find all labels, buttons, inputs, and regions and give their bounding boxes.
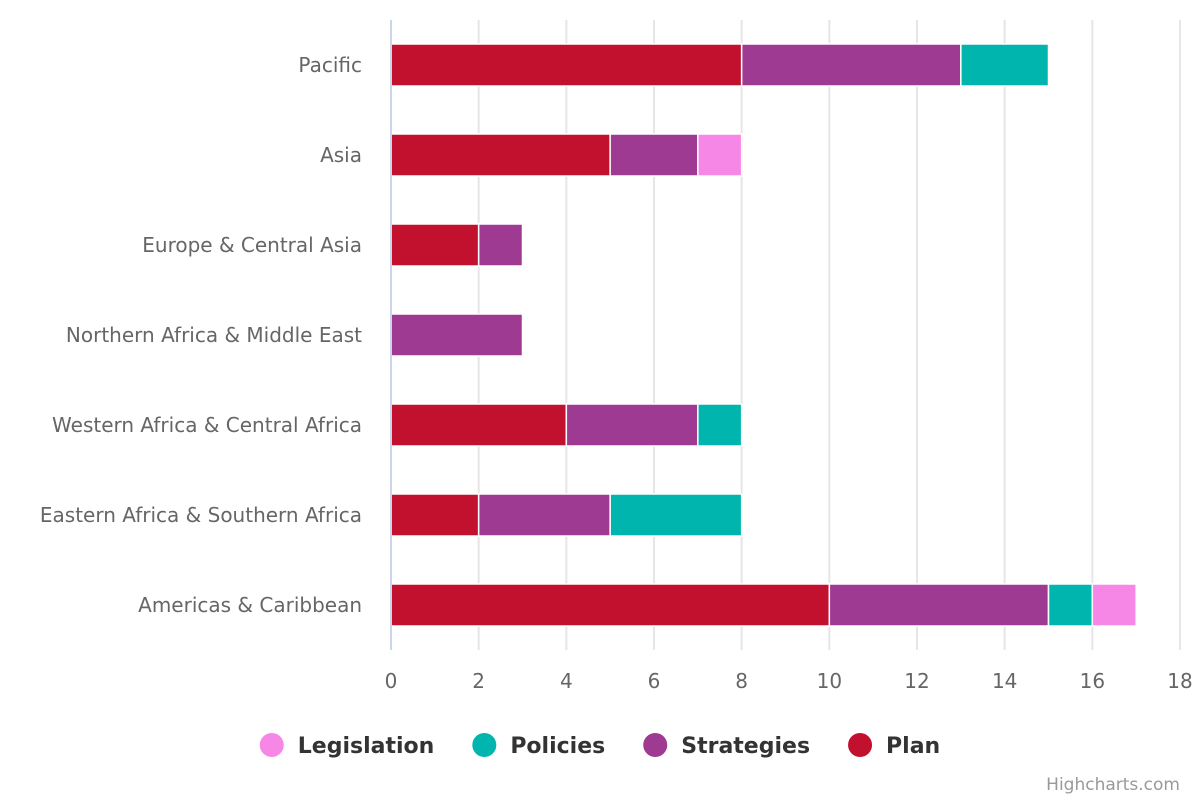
bar-europe-and-central-asia-strategies[interactable] [477,223,524,267]
legend-marker-policies [472,733,497,757]
bar-eastern-africa-and-southern-africa-strategies[interactable] [477,493,611,537]
legend-marker-strategies [643,733,668,757]
legend-label-strategies: Strategies [681,734,810,759]
category-label-asia: Asia [320,143,362,167]
category-label-western-africa-and-central-africa: Western Africa & Central Africa [52,413,362,437]
legend-label-plan: Plan [886,734,940,759]
category-label-pacific: Pacific [298,53,362,77]
bar-americas-and-caribbean-policies[interactable] [1047,583,1094,627]
legend-item-policies[interactable]: Policies [472,733,605,759]
legend-item-plan[interactable]: Plan [848,733,940,759]
bar-americas-and-caribbean-plan[interactable] [390,583,831,627]
x-tick-label-6: 6 [648,669,661,693]
x-tick-label-8: 8 [735,669,748,693]
bar-pacific-strategies[interactable] [740,43,962,87]
x-tick-label-16: 16 [1080,669,1105,693]
x-tick-label-10: 10 [817,669,842,693]
bar-europe-and-central-asia-plan[interactable] [390,223,480,267]
bar-western-africa-and-central-africa-policies[interactable] [697,403,743,447]
credit-link[interactable]: Highcharts.com [1046,775,1180,795]
category-label-northern-africa-and-middle-east: Northern Africa & Middle East [66,323,362,347]
bars [390,43,1137,627]
bar-northern-africa-and-middle-east-strategies[interactable] [390,313,524,357]
gridlines [477,20,1181,650]
bar-asia-strategies[interactable] [609,133,699,177]
legend-item-strategies[interactable]: Strategies [643,733,810,759]
bar-pacific-policies[interactable] [960,43,1050,87]
category-labels: Pacific Asia Europe & Central Asia Northern… [40,53,362,617]
legend-marker-plan [848,733,873,757]
bar-western-africa-and-central-africa-plan[interactable] [390,403,568,447]
legend-item-legislation[interactable]: Legislation [259,733,435,759]
bar-pacific-plan[interactable] [390,43,743,87]
x-tick-label-2: 2 [472,669,485,693]
bar-asia-legislation[interactable] [697,133,743,177]
bar-asia-plan[interactable] [390,133,611,177]
category-label-europe-and-central-asia: Europe & Central Asia [142,233,362,257]
x-tick-label-14: 14 [992,669,1017,693]
x-tick-label-4: 4 [560,669,573,693]
category-label-eastern-africa-and-southern-africa: Eastern Africa & Southern Africa [40,503,362,527]
bar-eastern-africa-and-southern-africa-plan[interactable] [390,493,480,537]
bar-eastern-africa-and-southern-africa-policies[interactable] [609,493,743,537]
legend-label-legislation: Legislation [298,734,435,759]
bar-americas-and-caribbean-strategies[interactable] [828,583,1050,627]
x-tick-label-12: 12 [904,669,929,693]
legend-marker-legislation [259,733,284,757]
legend-label-policies: Policies [510,734,605,759]
x-tick-label-0: 0 [385,669,398,693]
bar-western-africa-and-central-africa-strategies[interactable] [565,403,699,447]
x-tick-label-18: 18 [1167,669,1192,693]
legend: Legislation Policies Strategies Plan [259,733,940,759]
x-axis-tick-labels: 0 2 4 6 8 10 12 14 16 18 [385,669,1193,693]
category-label-americas-and-caribbean: Americas & Caribbean [138,593,362,617]
bar-americas-and-caribbean-legislation[interactable] [1091,583,1137,627]
